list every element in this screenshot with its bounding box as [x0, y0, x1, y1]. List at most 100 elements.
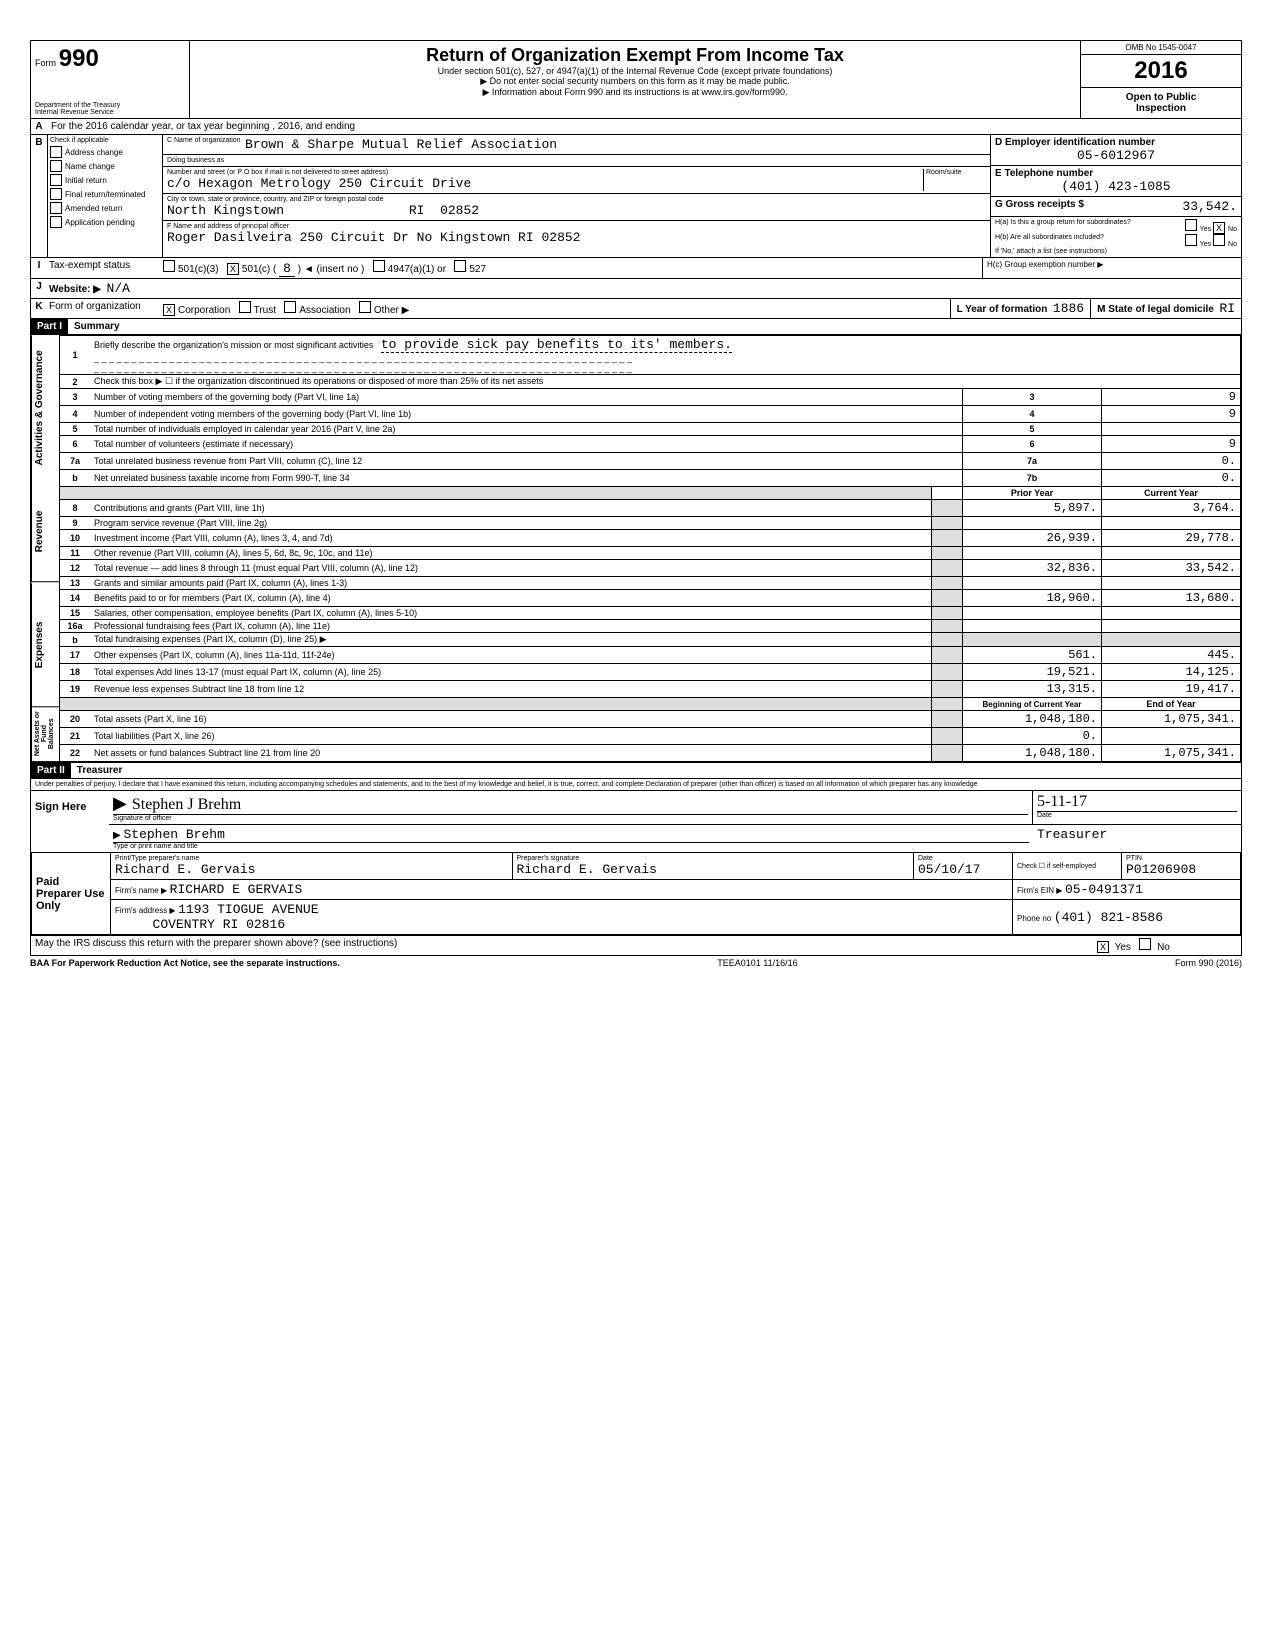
ln20-prior: 1,048,180.	[963, 711, 1102, 728]
checkbox-final[interactable]	[50, 188, 62, 200]
gross-label: G Gross receipts $	[995, 199, 1084, 214]
ln4-box: 4	[963, 406, 1102, 423]
line-a: A For the 2016 calendar year, or tax yea…	[30, 119, 1242, 135]
line-j: J Website: ▶ N/A	[30, 279, 1242, 299]
form-header-left: Form 990 Department of the Treasury Inte…	[31, 41, 190, 118]
ln7a-n: 7a	[60, 453, 91, 470]
ha-no[interactable]: X	[1213, 222, 1225, 234]
dept-line: Department of the Treasury	[35, 102, 120, 109]
ln22-desc: Net assets or fund balances Subtract lin…	[90, 745, 932, 762]
ln12-curr: 33,542.	[1102, 560, 1241, 577]
check-applicable: Check if applicable Address change Name …	[48, 135, 163, 257]
hb-yes[interactable]	[1185, 234, 1197, 246]
line1-label: Briefly describe the organization's miss…	[94, 340, 373, 350]
ln22-prior: 1,048,180.	[963, 745, 1102, 762]
ln4-val: 9	[1102, 406, 1241, 423]
check-self-emp: Check ☐ if self-employed	[1013, 853, 1122, 880]
ln9-curr	[1102, 517, 1241, 530]
ln9-desc: Program service revenue (Part VIII, line…	[90, 517, 932, 530]
cb-corp[interactable]: X	[163, 304, 175, 316]
sig-label: Signature of officer	[113, 814, 1028, 822]
checkbox-name-change[interactable]	[50, 160, 62, 172]
ln20-desc: Total assets (Part X, line 16)	[90, 711, 932, 728]
gross-value: 33,542.	[1182, 199, 1237, 214]
opt-amended: Amended return	[65, 204, 122, 213]
opt-insert: ) ◄ (insert no )	[298, 264, 365, 275]
ln7a-box: 7a	[963, 453, 1102, 470]
org-zip: 02852	[440, 203, 479, 218]
firm-addr2: COVENTRY RI 02816	[153, 917, 286, 932]
checkbox-amended[interactable]	[50, 202, 62, 214]
cb-501c[interactable]: X	[227, 263, 239, 275]
ln20-n: 20	[60, 711, 91, 728]
part1-label: Part I	[31, 319, 68, 334]
ln7a-desc: Total unrelated business revenue from Pa…	[90, 453, 963, 470]
opt-501c: 501(c) (	[242, 264, 276, 275]
cb-527[interactable]	[454, 260, 466, 272]
checkbox-initial[interactable]	[50, 174, 62, 186]
org-state: RI	[409, 203, 425, 218]
ln14-n: 14	[60, 590, 91, 607]
ln22-n: 22	[60, 745, 91, 762]
room-label: Room/suite	[923, 169, 986, 191]
ln21-desc: Total liabilities (Part X, line 26)	[90, 728, 932, 745]
addr-label: Number and street (or P O box if mail is…	[167, 169, 923, 176]
ln16a-prior	[963, 620, 1102, 633]
ln6-box: 6	[963, 436, 1102, 453]
check-label: Check if applicable	[50, 137, 160, 144]
paid-preparer-label: Paid Preparer Use Only	[32, 853, 111, 935]
officer-title: Treasurer	[1033, 825, 1241, 852]
ln18-n: 18	[60, 664, 91, 681]
opt-final: Final return/terminated	[65, 190, 145, 199]
insert-no: 8	[279, 261, 295, 277]
ln12-desc: Total revenue — add lines 8 through 11 (…	[90, 560, 932, 577]
ln16a-desc: Professional fundraising fees (Part IX, …	[90, 620, 932, 633]
hb-no[interactable]	[1213, 234, 1225, 246]
cb-assoc[interactable]	[284, 301, 296, 313]
current-year-header: Current Year	[1102, 487, 1241, 500]
part2-title: Treasurer	[71, 765, 123, 776]
tab-revenue: Revenue	[31, 481, 59, 582]
discuss-no-cb[interactable]	[1139, 938, 1151, 950]
state-domicile: RI	[1219, 301, 1235, 316]
ln5-n: 5	[60, 423, 91, 436]
officer-signature: Stephen J Brehm	[132, 796, 241, 813]
ln13-curr	[1102, 577, 1241, 590]
ln13-n: 13	[60, 577, 91, 590]
ln19-prior: 13,315.	[963, 681, 1102, 698]
ln15-curr	[1102, 607, 1241, 620]
ln11-n: 11	[60, 547, 91, 560]
discuss-yes-cb[interactable]: X	[1097, 941, 1109, 953]
ln5-val	[1102, 423, 1241, 436]
firm-phone-label: Phone no	[1017, 914, 1051, 923]
cb-trust[interactable]	[239, 301, 251, 313]
cb-other[interactable]	[359, 301, 371, 313]
officer-name: Roger Dasilveira 250 Circuit Dr No Kings…	[167, 230, 986, 245]
typed-name: Stephen Brehm	[123, 827, 224, 842]
ln19-n: 19	[60, 681, 91, 698]
checkbox-pending[interactable]	[50, 216, 62, 228]
line2: Check this box ▶ ☐ if the organization d…	[90, 375, 1241, 389]
ln15-desc: Salaries, other compensation, employee b…	[90, 607, 932, 620]
cb-4947[interactable]	[373, 260, 385, 272]
ln5-box: 5	[963, 423, 1102, 436]
ptin-label: PTIN	[1126, 855, 1236, 862]
dba-label: Doing business as	[167, 157, 224, 164]
checkbox-address-change[interactable]	[50, 146, 62, 158]
ln6-desc: Total number of volunteers (estimate if …	[90, 436, 963, 453]
opt-501c3: 501(c)(3)	[178, 264, 219, 275]
ha-yes[interactable]	[1185, 219, 1197, 231]
prior-year-header: Prior Year	[963, 487, 1102, 500]
prep-date: 05/10/17	[918, 862, 1008, 877]
ln21-n: 21	[60, 728, 91, 745]
prep-name: Richard E. Gervais	[115, 862, 508, 877]
org-name: Brown & Sharpe Mutual Relief Association	[245, 137, 557, 152]
cb-501c3[interactable]	[163, 260, 175, 272]
ln18-curr: 14,125.	[1102, 664, 1241, 681]
part1-header: Part I Summary	[30, 319, 1242, 335]
firm-addr1: 1193 TIOGUE AVENUE	[178, 902, 318, 917]
sig-date: 5-11-17	[1037, 793, 1237, 811]
prep-date-label: Date	[918, 855, 1008, 862]
open-public: Open to Public	[1085, 92, 1237, 103]
form-header-center: Return of Organization Exempt From Incom…	[190, 41, 1080, 118]
